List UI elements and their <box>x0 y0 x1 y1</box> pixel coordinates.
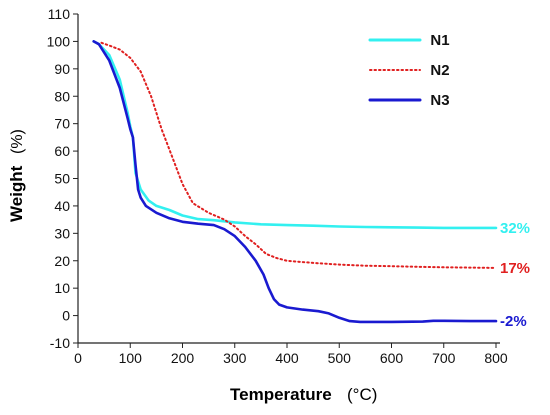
series-line-n3 <box>92 40 498 324</box>
x-tick-label: 600 <box>380 350 404 366</box>
y-axis-title-group: Weight (%) <box>7 129 26 222</box>
x-tick-label: 100 <box>119 350 143 366</box>
y-tick-label: 110 <box>48 6 71 22</box>
y-tick-label: 10 <box>54 280 70 296</box>
end-label-n1: 32% <box>500 220 530 237</box>
legend-label-n3: N3 <box>430 92 449 109</box>
x-tick-label: 300 <box>223 350 247 366</box>
x-tick-label: 400 <box>275 350 299 366</box>
legend-label-n1: N1 <box>430 32 449 49</box>
y-tick-label: 80 <box>54 88 70 104</box>
series-line-n2 <box>100 41 497 269</box>
legend-label-n2: N2 <box>430 62 449 79</box>
x-tick-label: 0 <box>74 350 82 366</box>
y-tick-label: 30 <box>54 225 70 241</box>
x-axis-title: Temperature <box>230 385 332 404</box>
y-tick-label: 50 <box>54 171 70 187</box>
y-tick-label: 20 <box>54 253 70 269</box>
tick-marks: 0 100 200 300 400 500 600 700 800-10010203040506… <box>47 6 508 366</box>
y-tick-label: 90 <box>54 61 70 77</box>
y-tick-label: 60 <box>54 143 70 159</box>
y-axis-title: Weight <box>7 165 26 222</box>
end-labels: 32% 17% -2% <box>500 220 530 330</box>
end-label-n3: -2% <box>500 313 527 330</box>
x-tick-label: 200 <box>171 350 195 366</box>
y-tick-label: -10 <box>50 335 70 351</box>
series-lines <box>92 40 498 324</box>
x-tick-label: 800 <box>484 350 508 366</box>
legend: N1 N2 N3 <box>368 32 450 109</box>
x-axis-unit: (°C) <box>347 385 377 404</box>
x-tick-label: 700 <box>432 350 456 366</box>
y-tick-label: 100 <box>47 33 71 49</box>
end-label-n2: 17% <box>500 260 530 277</box>
y-axis-unit: (%) <box>9 129 26 154</box>
y-tick-label: 40 <box>54 198 70 214</box>
y-tick-label: 0 <box>62 308 70 324</box>
y-tick-label: 70 <box>54 116 70 132</box>
x-tick-label: 500 <box>328 350 352 366</box>
